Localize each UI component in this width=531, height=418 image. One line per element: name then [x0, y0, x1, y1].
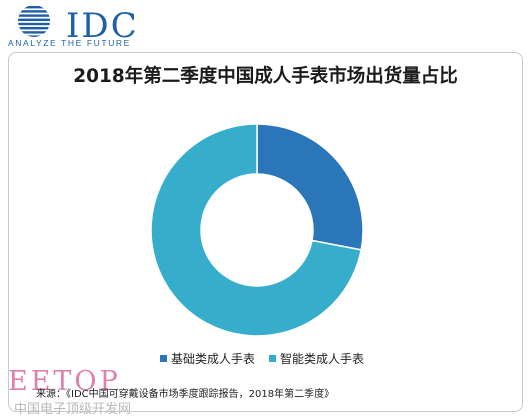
legend-item-basic: 基础类成人手表 [160, 350, 255, 367]
idc-globe-icon [18, 6, 50, 37]
legend-swatch-smart [269, 355, 277, 362]
logo-text: IDC [66, 6, 139, 46]
watermark-brand: EETOP [8, 366, 121, 397]
logo-tagline: ANALYZE THE FUTURE [8, 38, 131, 48]
source-note: 来源：《IDC中国可穿戴设备市场季度跟踪报告，2018年第二季度》 [36, 389, 335, 400]
idc-logo: IDC ANALYZE THE FUTURE [6, 4, 166, 50]
legend-item-smart: 智能类成人手表 [269, 350, 364, 367]
chart-legend: 基础类成人手表 智能类成人手表 [160, 350, 364, 367]
chart-title: 2018年第二季度中国成人手表市场出货量占比 [73, 66, 458, 87]
donut-slice-1 [150, 123, 363, 337]
legend-label-basic: 基础类成人手表 [171, 352, 256, 366]
donut-slice-0 [256, 123, 364, 251]
chart-card [8, 52, 523, 412]
watermark-site: 中国电子顶级开发网 [14, 402, 132, 417]
legend-swatch-basic [160, 355, 167, 362]
legend-label-smart: 智能类成人手表 [280, 352, 365, 366]
